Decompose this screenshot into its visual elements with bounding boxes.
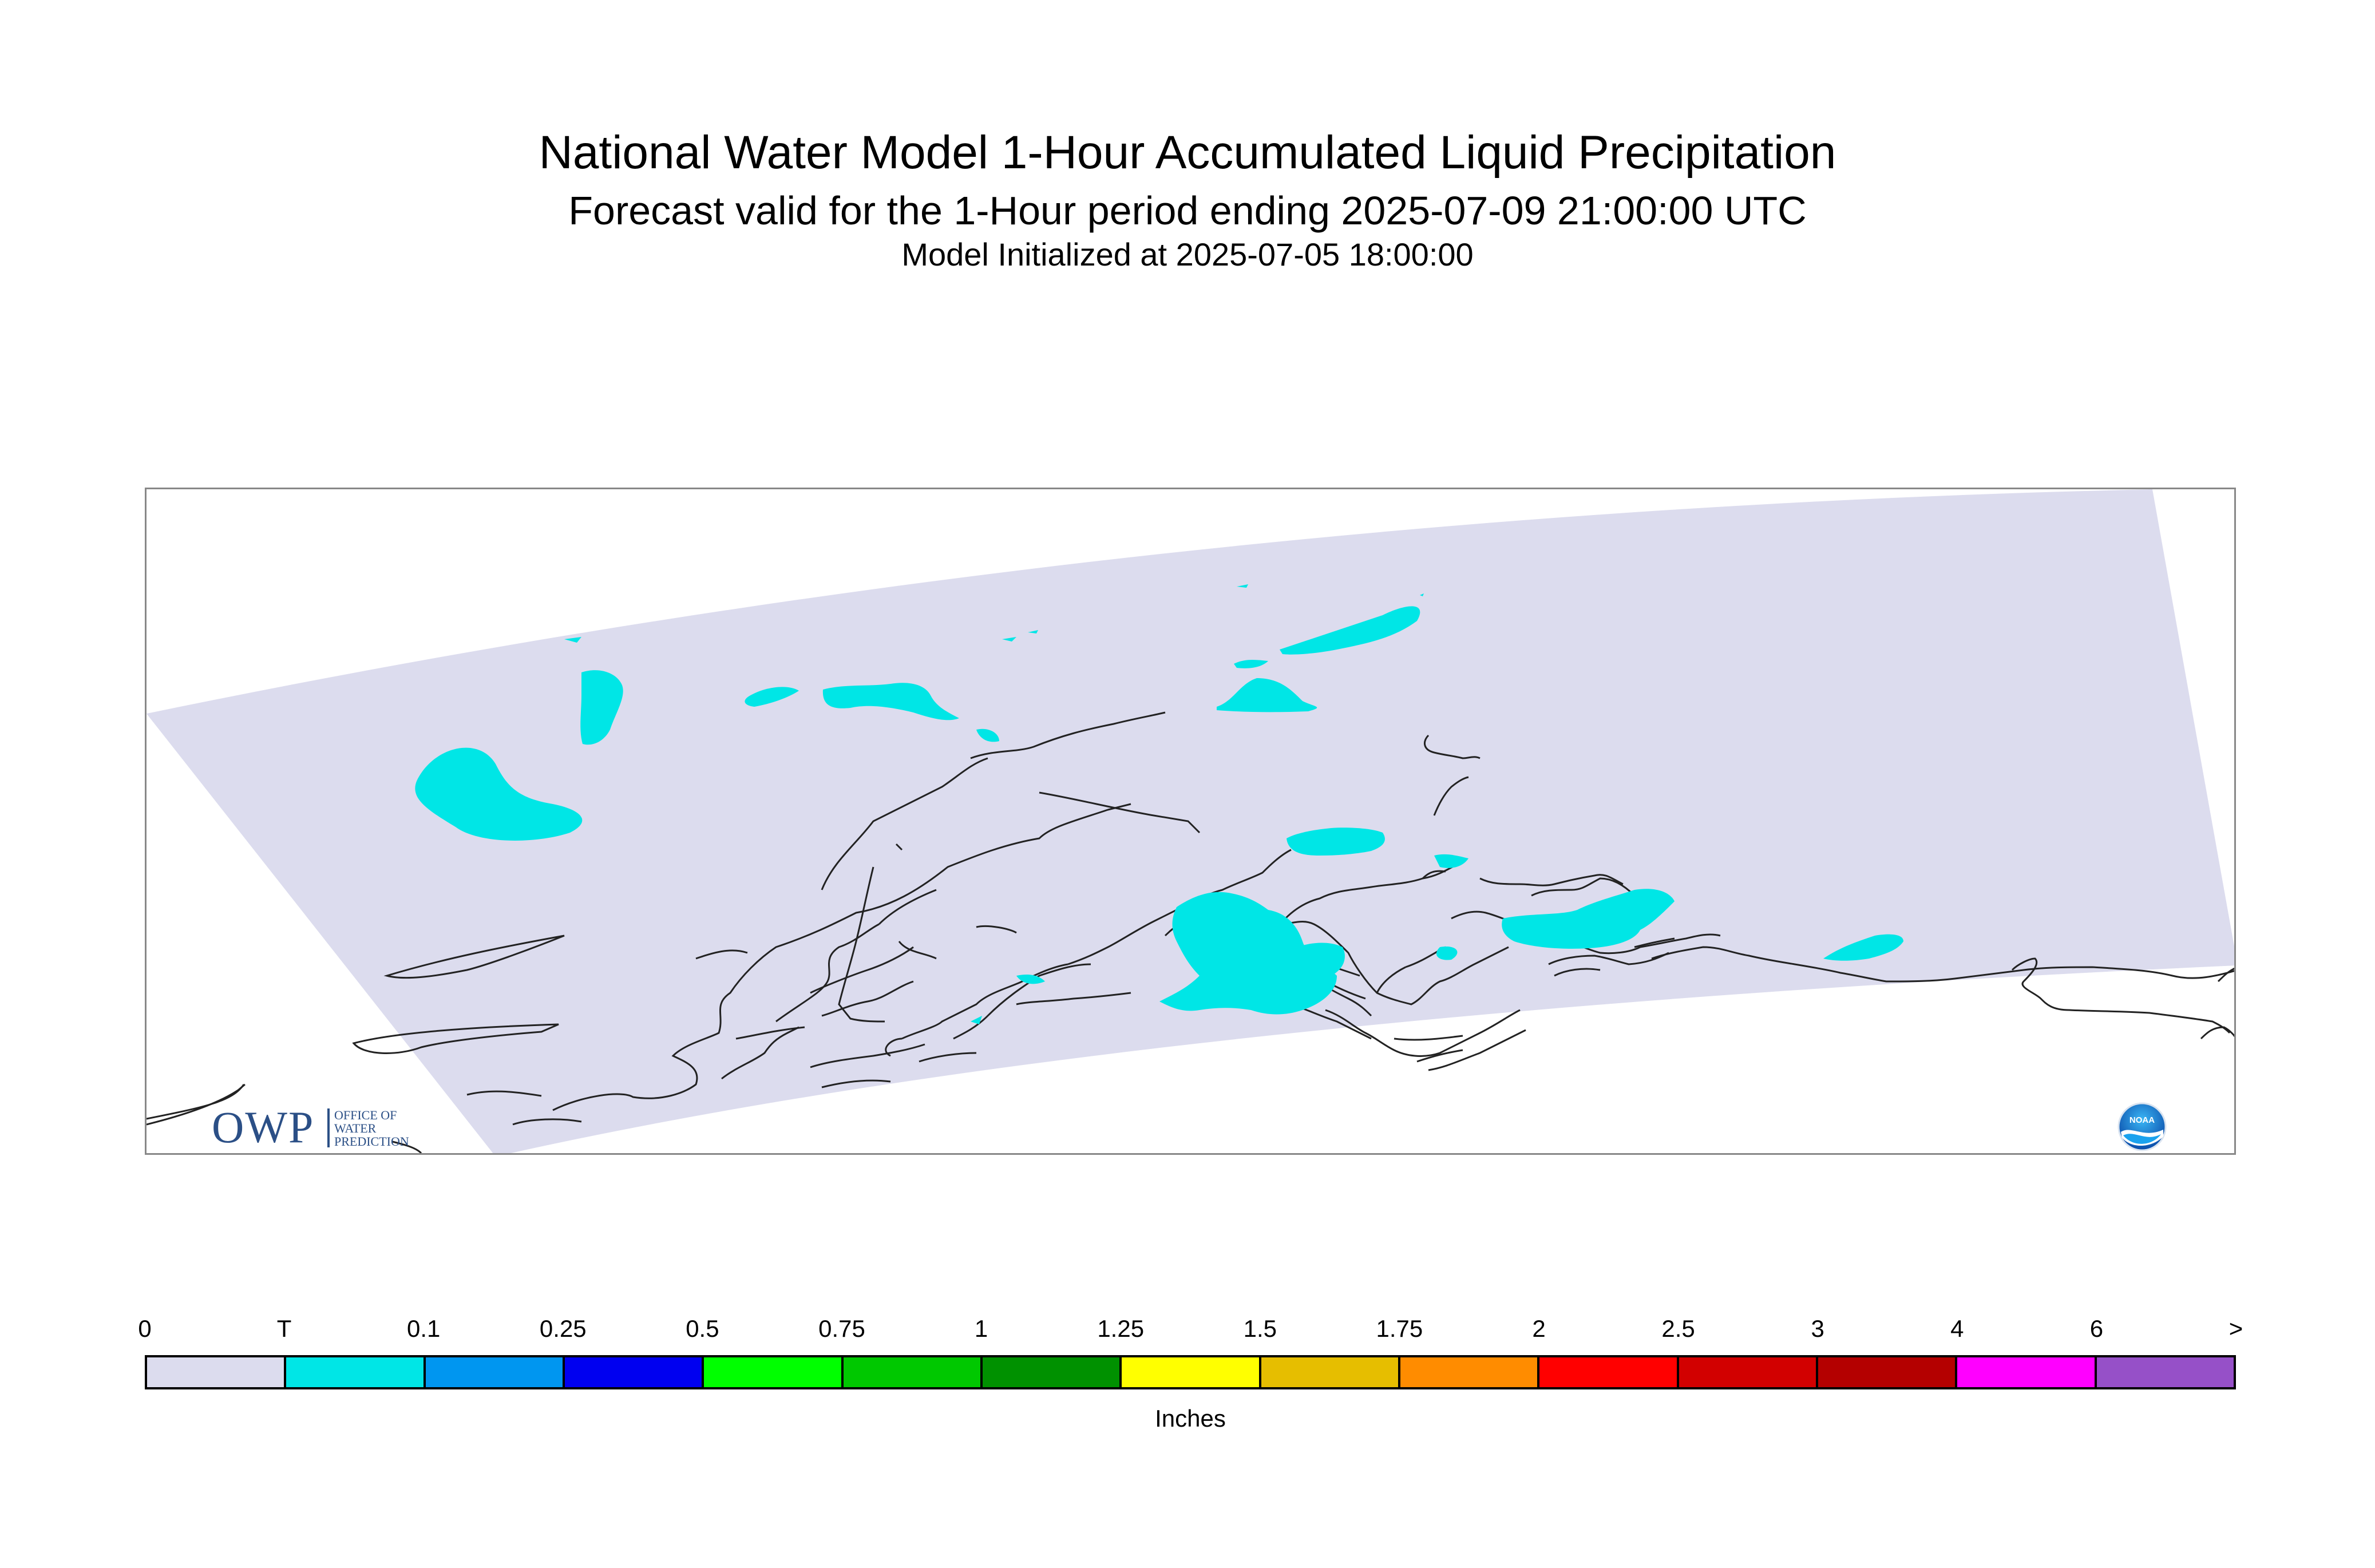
legend-tick-label: >	[2228, 1315, 2243, 1342]
legend-tick-label: 0.75	[818, 1315, 865, 1342]
legend-color-cell	[843, 1357, 983, 1387]
legend-tick-label: 0.1	[406, 1315, 441, 1342]
legend-tick-label: T	[276, 1315, 292, 1342]
precip-area	[1287, 827, 1385, 856]
legend-tick-label: 3	[1811, 1315, 1824, 1342]
model-domain-area	[147, 489, 2234, 1153]
precip-area	[1217, 678, 1317, 712]
precip-area	[564, 637, 581, 643]
owp-logo: OWP OFFICE OF WATER PREDICTION	[212, 1102, 429, 1153]
legend-color-cell	[2096, 1357, 2234, 1387]
legend-color-cell	[1261, 1357, 1400, 1387]
legend-tick-label: 1	[974, 1315, 988, 1342]
precip-area	[1434, 854, 1468, 868]
precip-area	[1420, 593, 1424, 596]
precip-area	[1502, 889, 1675, 949]
precip-area	[1016, 975, 1045, 984]
legend-tick-labels: 0 T 0.1 0.25 0.5 0.75 1 1.25 1.5 1.75 2 2.5 3 4 6 >	[138, 1315, 2243, 1349]
noaa-logo: NOAA	[2117, 1102, 2167, 1151]
precip-area	[1436, 947, 1458, 960]
legend-tick-label: 2.5	[1661, 1315, 1695, 1342]
precip-area	[1297, 943, 1345, 976]
precip-area	[1002, 637, 1016, 642]
legend-tick-label: 6	[2089, 1315, 2104, 1342]
legend-color-cell	[1679, 1357, 1818, 1387]
legend-tick-label: 1.5	[1243, 1315, 1277, 1342]
precip-area	[1237, 584, 1248, 588]
legend-units-label: Inches	[1155, 1405, 1226, 1432]
chart-title: National Water Model 1-Hour Accumulated …	[539, 126, 1836, 179]
precip-area	[976, 728, 999, 742]
legend-color-cell	[1957, 1357, 2097, 1387]
precipitation-areas	[415, 584, 1903, 1024]
precip-area	[580, 670, 623, 745]
map-canvas	[147, 489, 2234, 1153]
legend-tick-label: 1.25	[1097, 1315, 1145, 1342]
owp-subtitle-line: PREDICTION	[334, 1134, 409, 1149]
legend-color-cell	[1818, 1357, 1958, 1387]
legend-color-cell	[1122, 1357, 1261, 1387]
owp-logo-text: OWP	[212, 1102, 315, 1152]
owp-subtitle-line: OFFICE OF	[334, 1108, 397, 1122]
precip-area	[415, 747, 583, 841]
legend-tick-label: 0.25	[539, 1315, 587, 1342]
owp-subtitle-line: WATER	[334, 1121, 377, 1135]
legend-color-cell	[286, 1357, 426, 1387]
precip-area	[1823, 934, 1903, 961]
legend-color-cell	[425, 1357, 565, 1387]
noaa-logo-text: NOAA	[2129, 1115, 2155, 1125]
legend-tick-label: 2	[1532, 1315, 1546, 1342]
owp-logo-divider	[327, 1108, 330, 1147]
legend-tick-label: 1.75	[1376, 1315, 1423, 1342]
legend-color-cell	[147, 1357, 287, 1387]
precip-area	[822, 683, 959, 720]
legend-color-cell	[982, 1357, 1122, 1387]
legend-color-cell	[704, 1357, 844, 1387]
legend-tick-label: 0.5	[686, 1315, 719, 1342]
precip-area	[971, 1016, 982, 1024]
legend-tick-label: 0	[138, 1315, 152, 1342]
model-init-subtitle: Model Initialized at 2025-07-05 18:00:00	[901, 236, 1474, 272]
precip-area	[745, 687, 799, 707]
legend-color-cell	[1539, 1357, 1679, 1387]
legend-tick-label: 4	[1950, 1315, 1964, 1342]
owp-logo-subtitle: OFFICE OF WATER PREDICTION	[334, 1108, 432, 1148]
precip-area	[1159, 892, 1337, 1015]
precip-area	[1234, 659, 1268, 668]
legend-color-cell	[1400, 1357, 1540, 1387]
legend-color-bar	[145, 1355, 2236, 1389]
forecast-valid-subtitle: Forecast valid for the 1-Hour period end…	[568, 188, 1807, 233]
legend-color-cell	[564, 1357, 704, 1387]
precip-area	[1280, 606, 1420, 655]
precipitation-map	[145, 488, 2236, 1155]
precip-area	[1028, 630, 1038, 633]
